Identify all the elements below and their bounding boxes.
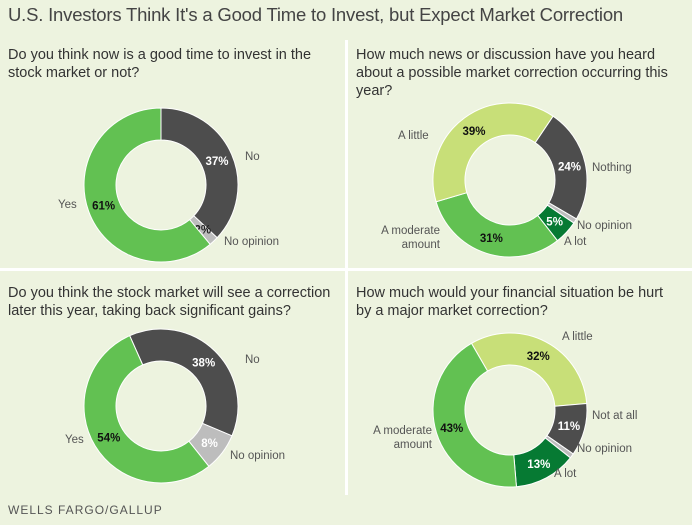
data-label: 39% [462,126,485,138]
question-2: How much news or discussion have you hea… [356,47,668,99]
label-a-moderate-amount: A moderate amount [381,225,440,251]
data-label: 13% [527,459,550,471]
label-yes: Yes [65,434,84,446]
donut-slice-no [160,107,239,239]
donut-slice-a-moderate-amount [435,192,559,258]
label-a-lot: A lot [554,468,577,480]
donut-slice-a-moderate-amount [432,342,517,488]
data-label: 31% [480,233,503,245]
label-no: No [245,151,260,163]
donut-slice-no [129,328,239,437]
data-label: 5% [546,217,563,229]
question-1: Do you think now is a good time to inves… [8,47,312,81]
data-label: 24% [558,161,581,173]
data-label: 43% [440,423,463,435]
divider-horizontal [0,268,692,271]
donut-slice-yes [83,334,210,484]
label-a-little: A little [562,331,593,343]
label-nothing: Nothing [592,162,632,174]
data-label: 54% [97,433,120,445]
data-label: 38% [192,357,215,369]
donut-slice-a-little [432,102,554,203]
data-label: 61% [92,201,115,213]
question-4: How much would your financial situation … [356,285,664,319]
label-no: No [245,354,260,366]
label-yes: Yes [58,199,77,211]
donut-slice-a-little [470,332,588,407]
data-label: 11% [558,421,580,433]
label-no-opinion: No opinion [224,236,279,248]
label-a-moderate-amount: A moderate amount [373,425,432,451]
donut-slice-yes [83,107,211,263]
data-label: 37% [205,156,228,168]
label-no-opinion: No opinion [577,443,632,455]
label-not-at-all: Not at all [592,410,638,422]
label-a-lot: A lot [564,236,587,248]
data-label: 8% [201,438,218,450]
page-title: U.S. Investors Think It's a Good Time to… [8,4,623,25]
divider-vertical [345,40,348,495]
source-credit: WELLS FARGO/GALLUP [8,503,163,517]
data-label: 32% [527,351,550,363]
label-no-opinion: No opinion [577,220,632,232]
question-3: Do you think the stock market will see a… [8,285,331,319]
label-a-little: A little [398,130,429,142]
label-no-opinion: No opinion [230,450,285,462]
